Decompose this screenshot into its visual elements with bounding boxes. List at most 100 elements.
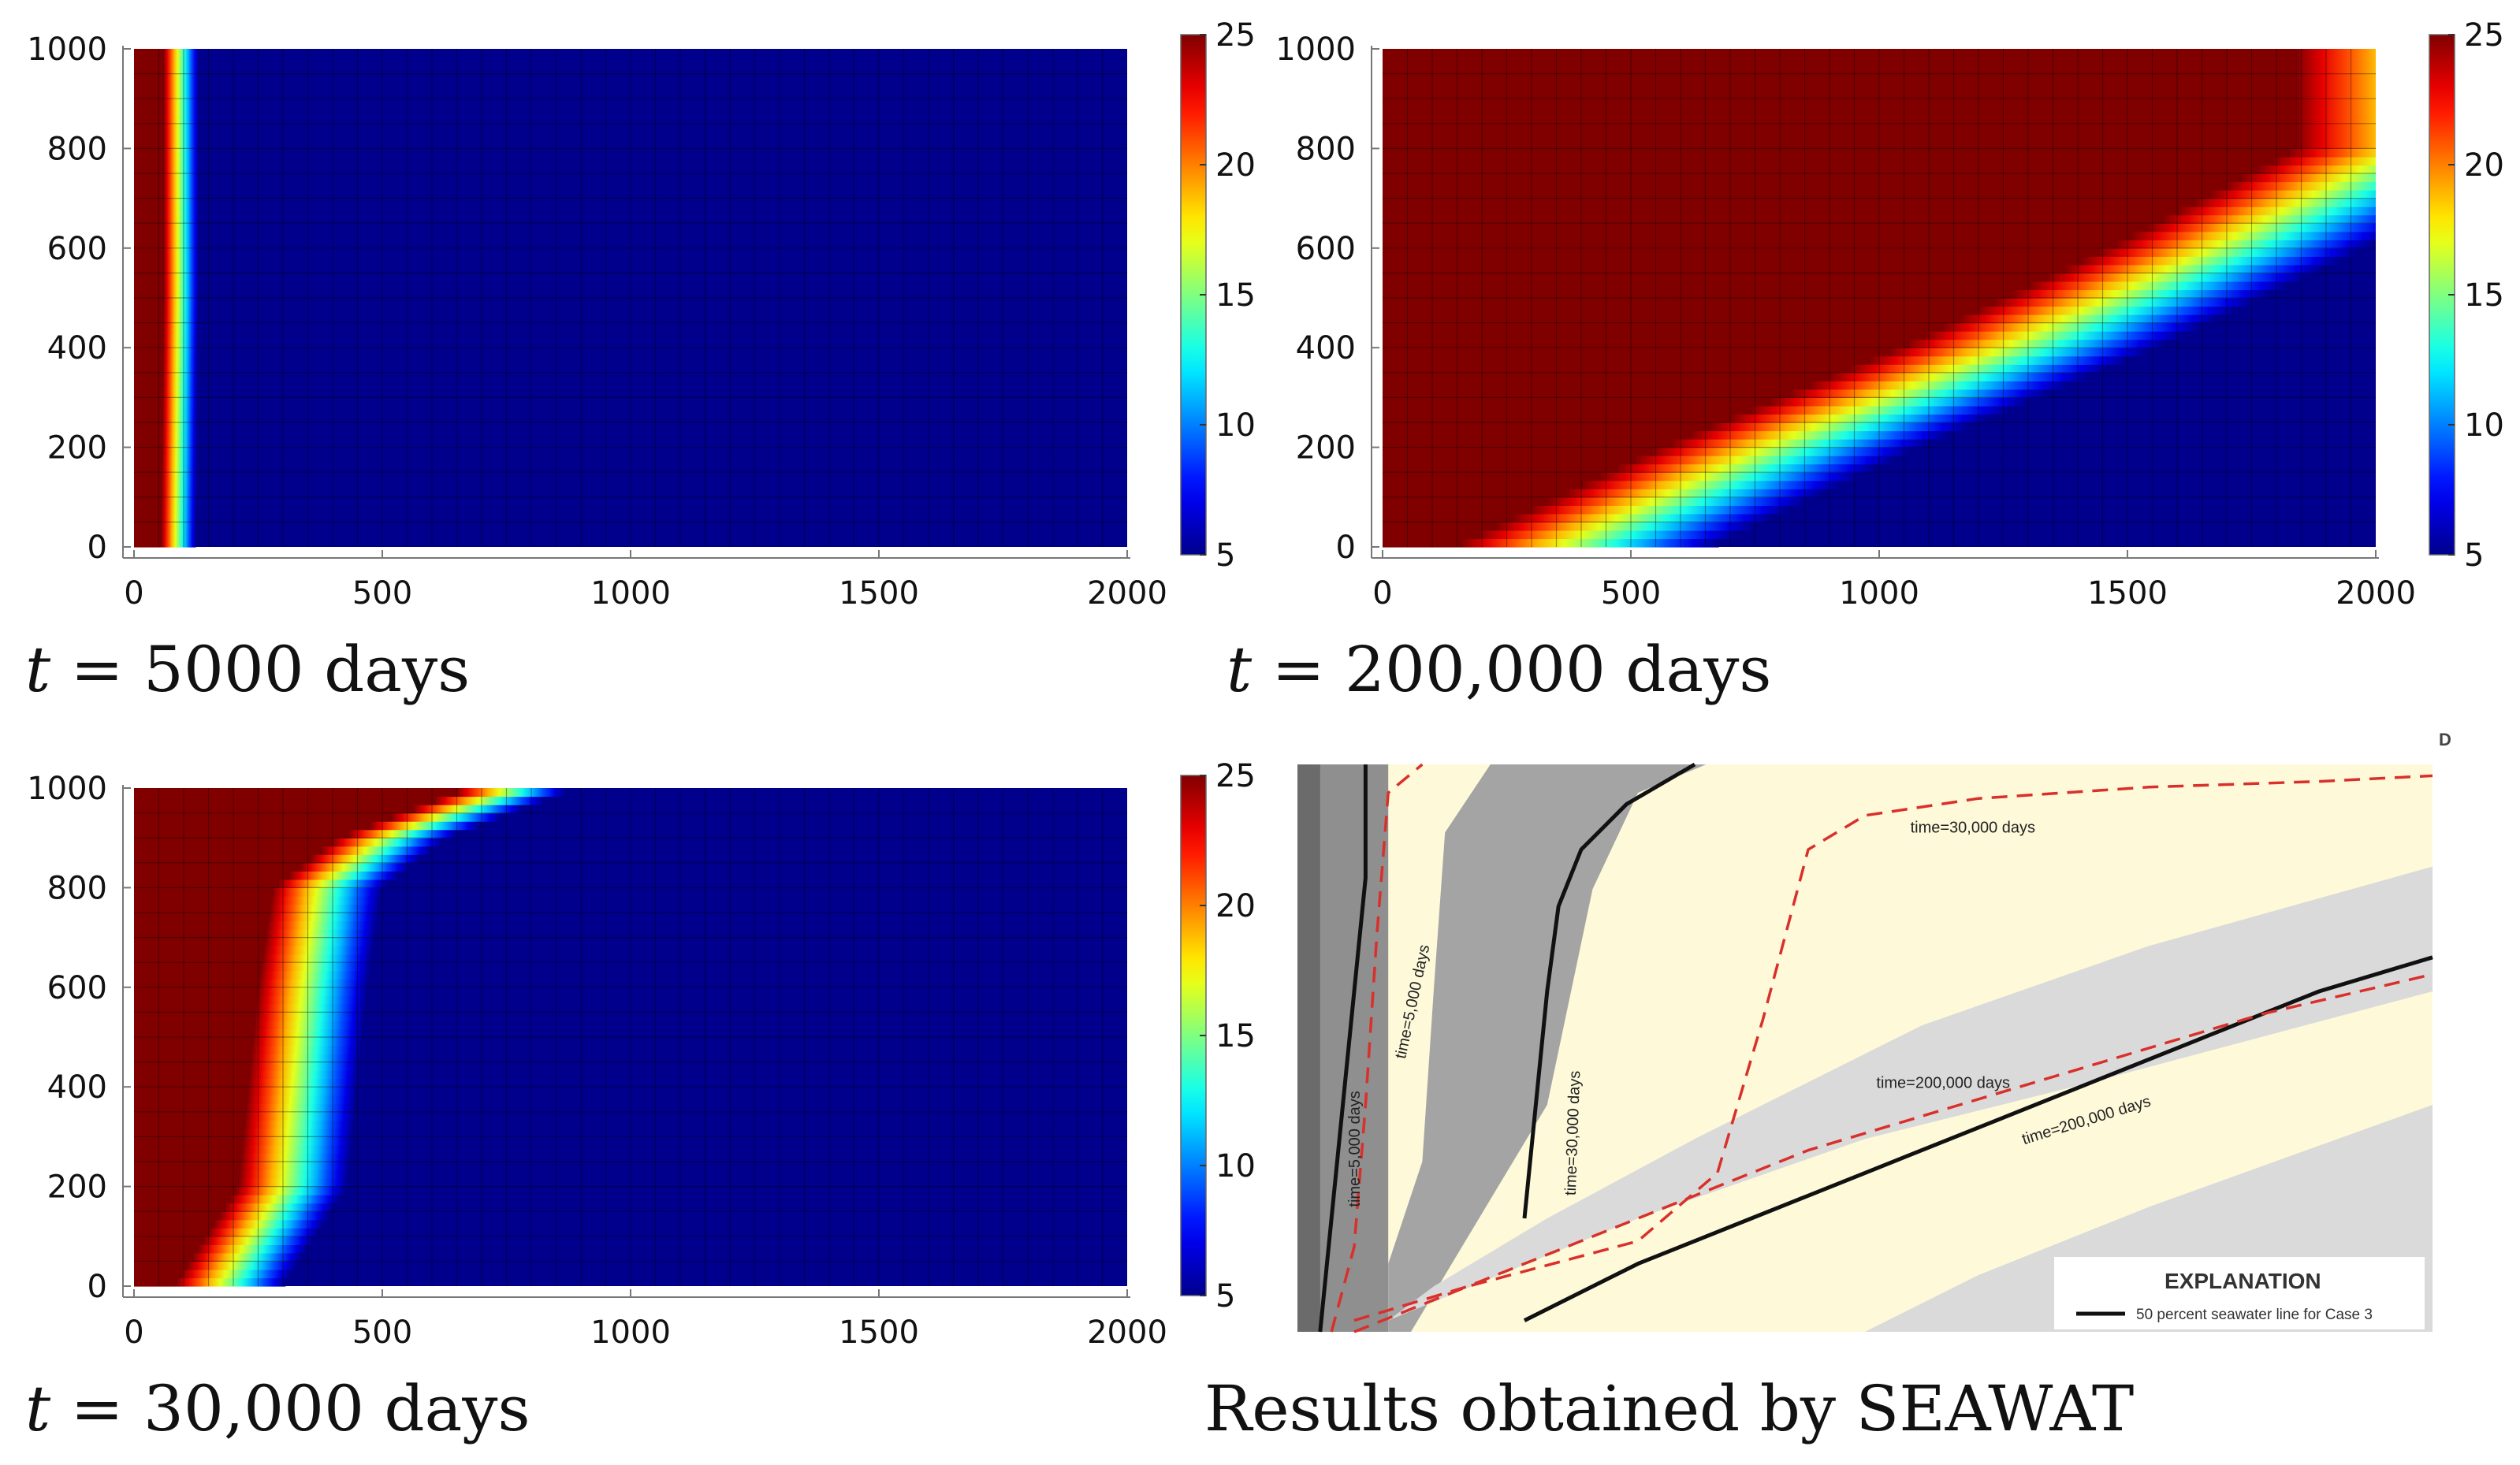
heatmap-transition-row: [1925, 331, 2183, 340]
heatmap-saturated-row: [134, 306, 164, 315]
seawat-reference-line: [1522, 762, 1696, 1219]
heatmap-transition-row: [163, 90, 199, 99]
seawat-label-30000-red: time=30,000 days: [1911, 819, 2035, 836]
heatmap-saturated-row: [134, 538, 162, 548]
x-tick-label: 1500: [2087, 575, 2168, 612]
heatmap-transition-row: [162, 489, 197, 498]
heatmap-transition-row: [248, 1078, 359, 1088]
colorbar-tick-label: 10: [1215, 1148, 1256, 1184]
heatmap-saturated-row: [1383, 181, 2226, 191]
heatmap-saturated-row: [1383, 281, 2030, 291]
heatmap-transition-row: [311, 854, 420, 864]
explanation-title: EXPLANATION: [2165, 1269, 2321, 1293]
heatmap-transition-row: [2296, 123, 2376, 132]
y-tick-label: 0: [1336, 530, 1356, 566]
heatmap-saturated-row: [134, 1120, 245, 1129]
x-tick-label: 500: [352, 575, 412, 612]
heatmap-saturated-row: [1383, 165, 2258, 174]
heatmap-saturated-row: [1383, 214, 2163, 224]
heatmap-saturated-row: [134, 331, 164, 340]
heatmap-transition-row: [163, 139, 199, 149]
heatmap-transition-row: [1849, 364, 2108, 374]
heatmap-transition-row: [391, 812, 501, 822]
heatmap-saturated-row: [134, 314, 164, 324]
mesh-grid: [134, 788, 1127, 1286]
heatmap-saturated-row: [134, 289, 164, 299]
heatmap-transition-row: [2162, 214, 2376, 224]
colorbar-tick-label: 25: [1215, 758, 1256, 794]
heatmap-transition-row: [198, 1244, 307, 1254]
heatmap-transition-row: [163, 148, 199, 158]
heatmap-transition-row: [2029, 281, 2288, 291]
colorbar-tick-label: 20: [1215, 147, 1256, 184]
heatmap-transition-row: [1565, 489, 1824, 498]
heatmap-transition-row: [2296, 99, 2376, 108]
heatmap-saturated-row: [134, 123, 164, 132]
heatmap-saturated-row: [1383, 480, 1583, 489]
heatmap-transition-row: [2046, 273, 2306, 282]
x-tick-label: 0: [1372, 575, 1392, 612]
heatmap-saturated-row: [1383, 405, 1751, 415]
heatmap-transition-row: [2288, 148, 2376, 158]
heatmap-saturated-row: [134, 1078, 249, 1088]
heatmap-saturated-row: [134, 871, 289, 880]
colorbar-tick-label: 20: [2464, 147, 2504, 184]
heatmap-saturated-row: [1383, 240, 2116, 249]
heatmap-transition-row: [263, 946, 374, 955]
heatmap-transition-row: [2296, 139, 2376, 149]
heatmap-saturated-row: [134, 987, 258, 996]
heatmap-saturated-row: [134, 389, 163, 398]
heatmap-transition-row: [238, 1178, 348, 1188]
heatmap-saturated-row: [134, 812, 392, 822]
heatmap-transition-row: [1789, 389, 2049, 398]
explanation-box: [2054, 1257, 2425, 1329]
heatmap-saturated-row: [1383, 489, 1565, 498]
heatmap-saturated-row: [134, 887, 273, 897]
y-tick-label: 1000: [1275, 32, 1356, 68]
heatmap-transition-row: [163, 73, 199, 83]
colorbar-tick-label: 25: [1215, 17, 1256, 54]
heatmap-saturated-row: [1383, 49, 2297, 58]
heatmap-transition-row: [1670, 439, 1929, 448]
heatmap-transition-row: [208, 1228, 318, 1237]
heatmap-transition-row: [163, 106, 199, 116]
heatmap-transition-row: [163, 190, 199, 199]
heatmap-saturated-row: [1383, 148, 2289, 158]
y-tick-label: 200: [47, 430, 107, 467]
heatmap-saturated-row: [1383, 99, 2297, 108]
heatmap-saturated-row: [134, 1211, 220, 1221]
heatmap-transition-row: [2131, 231, 2376, 240]
heatmap-saturated-row: [1383, 289, 2012, 299]
heatmap-transition-row: [1478, 530, 1736, 540]
seawat-model-line: [1353, 774, 2433, 1333]
heatmap-transition-row: [2064, 264, 2323, 273]
heatmap-transition-row: [321, 846, 431, 855]
heatmap-transition-row: [1889, 348, 2148, 357]
heatmap-panel-t30000: 0 500 1000 1500 2000 0 200 400 600 800 1000 5 10 15 20…: [27, 758, 1256, 1351]
y-tick-label: 400: [1296, 330, 1356, 366]
heatmap-transition-row: [161, 522, 197, 531]
heatmap-transition-row: [163, 298, 199, 307]
heatmap-saturated-row: [134, 1269, 182, 1279]
heatmap-transition-row: [163, 273, 199, 282]
heatmap-saturated-row: [134, 979, 259, 988]
heatmap-transition-row: [270, 904, 380, 913]
colorbar-tick-label: 5: [1215, 537, 1235, 574]
x-tick-label: 1500: [839, 575, 919, 612]
heatmap-saturated-row: [1383, 513, 1513, 522]
y-tick-label: 800: [47, 870, 107, 906]
heatmap-transition-row: [162, 389, 198, 398]
heatmap-transition-row: [162, 405, 198, 415]
heatmap-transition-row: [162, 364, 199, 374]
heatmap-transition-row: [1869, 355, 2127, 365]
heatmap-transition-row: [162, 414, 198, 423]
heatmap-saturated-row: [1383, 538, 1461, 548]
heatmap-saturated-row: [134, 1087, 248, 1096]
colorbar-tick-label: 25: [2464, 17, 2504, 54]
heatmap-saturated-row: [134, 954, 263, 963]
y-tick-label: 400: [47, 1069, 107, 1106]
heatmap-transition-row: [2296, 115, 2376, 125]
x-tick-label: 2000: [2336, 575, 2416, 612]
heatmap-saturated-row: [1383, 206, 2179, 216]
heatmap-saturated-row: [134, 397, 163, 407]
